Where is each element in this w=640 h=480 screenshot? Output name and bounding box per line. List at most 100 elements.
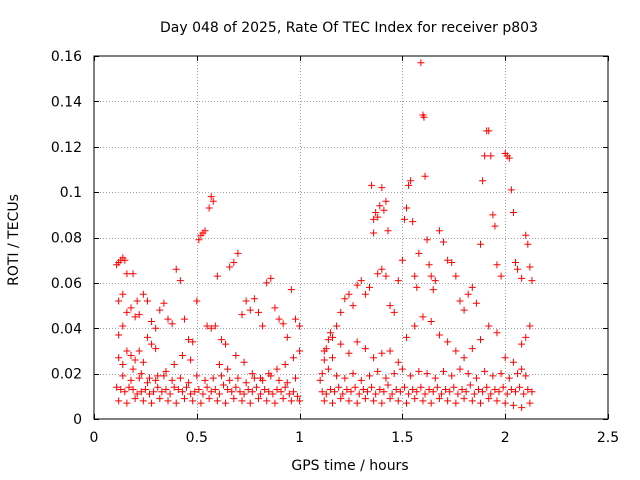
data-point <box>242 379 250 387</box>
data-point <box>178 388 186 396</box>
data-point <box>168 376 176 384</box>
data-point <box>466 381 474 389</box>
data-point <box>113 383 121 391</box>
data-point <box>427 399 435 407</box>
data-point <box>384 227 392 235</box>
data-point <box>464 370 472 378</box>
data-point <box>152 345 160 353</box>
data-point <box>435 395 443 403</box>
data-point <box>152 324 160 332</box>
data-point <box>456 297 464 305</box>
data-point <box>370 215 378 223</box>
data-point <box>501 399 509 407</box>
data-point <box>133 297 141 305</box>
data-point <box>427 272 435 280</box>
data-point <box>363 388 371 396</box>
data-point <box>135 374 143 382</box>
data-point <box>380 388 388 396</box>
data-point <box>119 290 127 298</box>
data-point <box>248 370 256 378</box>
data-point <box>281 361 289 369</box>
data-point <box>435 331 443 339</box>
data-point <box>351 383 359 391</box>
data-point <box>349 370 357 378</box>
data-point <box>115 297 123 305</box>
y-tick-label: 0 <box>73 412 82 428</box>
data-point <box>115 397 123 405</box>
data-point <box>452 272 460 280</box>
data-point <box>166 390 174 398</box>
data-point <box>499 383 507 391</box>
data-point <box>185 336 193 344</box>
data-point <box>211 322 219 330</box>
data-point <box>146 374 154 382</box>
data-point <box>464 290 472 298</box>
data-point <box>394 277 402 285</box>
data-point <box>415 249 423 257</box>
data-point <box>433 383 441 391</box>
data-point <box>273 365 281 373</box>
data-point <box>526 399 534 407</box>
data-point <box>472 374 480 382</box>
data-point <box>442 386 450 394</box>
data-point <box>189 397 197 405</box>
data-point <box>135 347 143 355</box>
data-point <box>324 365 332 373</box>
data-point <box>376 386 384 394</box>
data-point <box>411 272 419 280</box>
data-point <box>154 383 162 391</box>
data-point <box>335 383 343 391</box>
data-point <box>384 381 392 389</box>
data-point <box>386 347 394 355</box>
data-point <box>417 59 425 67</box>
data-point <box>143 297 151 305</box>
data-point <box>372 390 380 398</box>
data-point <box>456 365 464 373</box>
x-tick-label: 1 <box>295 430 304 446</box>
data-point <box>162 367 170 375</box>
data-point <box>386 395 394 403</box>
data-point <box>139 358 147 366</box>
data-point <box>205 395 213 403</box>
data-point <box>242 297 250 305</box>
data-point <box>361 345 369 353</box>
data-point <box>370 397 378 405</box>
data-point <box>289 388 297 396</box>
data-point <box>209 374 217 382</box>
data-point <box>409 386 417 394</box>
data-point <box>355 390 363 398</box>
data-point <box>388 390 396 398</box>
data-point <box>285 390 293 398</box>
data-point <box>318 388 326 396</box>
data-point <box>127 304 135 312</box>
data-point <box>526 263 534 271</box>
data-point <box>259 322 267 330</box>
data-point <box>133 390 141 398</box>
data-point <box>152 376 160 384</box>
data-point <box>238 397 246 405</box>
x-tick-label: 2.5 <box>597 430 619 446</box>
data-point <box>209 197 217 205</box>
data-point <box>440 238 448 246</box>
data-point <box>180 315 188 323</box>
data-point <box>341 374 349 382</box>
data-point <box>472 299 480 307</box>
data-point <box>123 308 131 316</box>
data-point <box>400 383 408 391</box>
data-point <box>394 397 402 405</box>
data-point <box>217 372 225 380</box>
data-point <box>425 386 433 394</box>
data-point <box>343 386 351 394</box>
data-point <box>328 354 336 362</box>
data-point <box>238 311 246 319</box>
data-point <box>357 376 365 384</box>
data-point <box>353 399 361 407</box>
data-point <box>320 356 328 364</box>
data-point <box>495 388 503 396</box>
data-point <box>341 295 349 303</box>
data-point <box>452 347 460 355</box>
data-point <box>347 388 355 396</box>
x-axis-label: GPS time / hours <box>291 458 408 474</box>
data-point <box>444 397 452 405</box>
